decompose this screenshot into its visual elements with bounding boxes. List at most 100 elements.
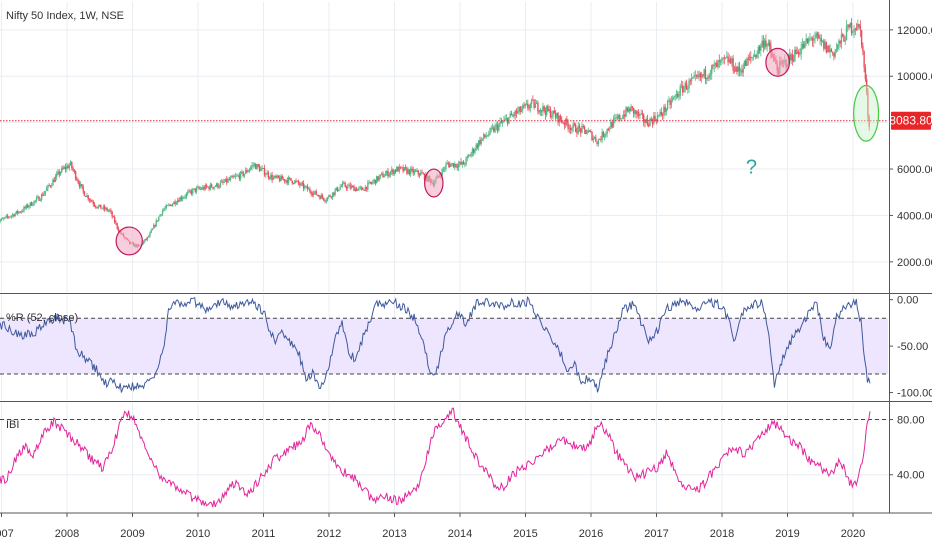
candle-body — [765, 40, 767, 47]
candle-body — [113, 216, 116, 223]
candle-body — [474, 149, 476, 153]
candle-body — [74, 171, 77, 179]
candle-body — [520, 109, 523, 112]
candle-body — [577, 125, 579, 134]
candle-body — [321, 195, 324, 198]
candle-body — [849, 22, 851, 28]
candle-body — [658, 115, 660, 117]
candle-body — [819, 38, 821, 40]
candle-body — [403, 167, 406, 172]
candle-body — [164, 208, 166, 210]
candle-body — [153, 225, 155, 229]
candle-body — [229, 177, 232, 180]
candle-body — [461, 161, 464, 165]
candle-body — [64, 167, 67, 170]
candle-body — [687, 88, 689, 90]
candle-body — [571, 128, 573, 131]
candle-body — [723, 57, 726, 59]
candle-body — [614, 118, 616, 119]
candle-body — [228, 179, 230, 181]
candle-body — [194, 188, 196, 192]
candle-body — [294, 180, 296, 184]
candle-body — [756, 53, 758, 58]
candle-body — [603, 134, 606, 137]
candle-body — [102, 206, 105, 209]
candle-body — [233, 176, 236, 178]
circled-low-ellipse — [115, 226, 143, 256]
candle-body — [3, 218, 5, 219]
candle-body — [549, 109, 552, 118]
candle-body — [195, 187, 198, 192]
candle-body — [377, 176, 379, 181]
candle-body — [814, 37, 816, 39]
candle-body — [110, 210, 112, 212]
candle-body — [454, 163, 456, 168]
x-axis-tick-label: 2020 — [841, 528, 865, 540]
candle-body — [207, 186, 209, 188]
candle-body — [690, 78, 693, 82]
candle-body — [471, 149, 474, 154]
candle-body — [363, 189, 365, 191]
candle-body — [23, 206, 25, 212]
candle-body — [325, 200, 327, 202]
candle-body — [33, 200, 35, 205]
candle-body — [19, 211, 21, 213]
candle-body — [392, 169, 394, 175]
candle-body — [184, 196, 186, 198]
candle-body — [562, 122, 564, 124]
candle-body — [379, 174, 382, 177]
candle-body — [540, 110, 543, 112]
candle-body — [477, 140, 480, 148]
candle-body — [697, 75, 699, 78]
candle-body — [815, 33, 817, 38]
candle-body — [275, 175, 277, 178]
candle-body — [215, 183, 218, 187]
candle-body — [242, 171, 244, 177]
candle-body — [72, 168, 74, 171]
candle-body — [859, 26, 862, 31]
candle-body — [649, 118, 651, 127]
candle-body — [231, 176, 233, 178]
candle-body — [726, 56, 728, 58]
candle-body — [396, 167, 398, 172]
candle-body — [587, 130, 589, 133]
candle-body — [90, 200, 92, 201]
candle-body — [559, 115, 562, 121]
candle-body — [499, 121, 501, 125]
candle-body — [572, 123, 574, 129]
candle-body — [595, 137, 597, 142]
ibi-pane: IBI — [0, 407, 888, 508]
candle-body — [442, 169, 445, 170]
candle-body — [205, 185, 208, 187]
candle-body — [668, 100, 670, 102]
candle-body — [145, 239, 147, 240]
candle-body — [491, 127, 494, 129]
candle-body — [423, 173, 426, 180]
candle-body — [224, 178, 227, 182]
candle-body — [4, 216, 6, 219]
candle-body — [169, 204, 171, 206]
candle-body — [171, 204, 174, 207]
candle-body — [732, 58, 734, 71]
candle-body — [829, 49, 831, 52]
candle-body — [170, 204, 173, 207]
candle-body — [251, 165, 253, 168]
last-price-tag-label: 8083.80 — [889, 114, 932, 128]
candle-body — [261, 168, 263, 169]
candle-body — [260, 168, 262, 172]
candle-body — [806, 38, 809, 43]
candle-body — [802, 43, 805, 48]
candle-body — [481, 138, 484, 140]
candle-body — [467, 155, 470, 157]
candle-body — [452, 163, 455, 168]
candle-body — [708, 76, 710, 79]
candle-body — [791, 54, 794, 61]
candle-body — [533, 99, 535, 108]
candle-body — [66, 165, 68, 170]
candle-body — [755, 54, 757, 58]
candle-body — [346, 185, 349, 189]
candle-body — [493, 127, 495, 132]
candle-body — [147, 236, 150, 238]
candle-body — [845, 26, 848, 41]
candle-body — [626, 107, 629, 112]
